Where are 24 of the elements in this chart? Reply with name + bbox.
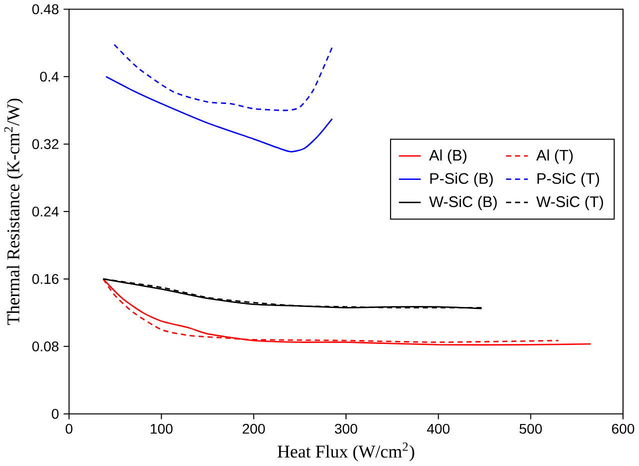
x-tick-label: 100 xyxy=(150,424,173,434)
y-tick-label: 0 xyxy=(52,409,59,420)
line-series xyxy=(105,76,333,153)
x-axis-title: Heat Flux (W/cm$^{2}$) xyxy=(278,442,414,462)
legend-label: Al (B) xyxy=(429,150,466,164)
legend-label: W-SiC (T) xyxy=(536,196,604,210)
y-tick-label: 0.32 xyxy=(32,139,58,150)
y-tick-label: 0.24 xyxy=(32,206,59,217)
legend-label: P-SiC (B) xyxy=(430,172,493,188)
legend-label: W-SiC (B) xyxy=(429,196,497,210)
x-tick-label: 500 xyxy=(520,424,542,434)
legend-label: P-SiC (T) xyxy=(537,172,600,188)
x-tick-label: 200 xyxy=(242,424,265,434)
x-tick-label: 300 xyxy=(334,424,358,434)
y-tick-label: 0.08 xyxy=(32,342,58,352)
y-tick-label: 0.16 xyxy=(32,274,58,284)
y-axis-title: Thermal Resistance (K-cm$^{2}$/W) xyxy=(4,98,24,326)
line-series xyxy=(114,44,333,112)
x-tick-label: 0 xyxy=(66,424,72,434)
legend-label: Al (T) xyxy=(536,150,573,164)
y-tick-label: 0.4 xyxy=(40,72,59,82)
x-tick-label: 400 xyxy=(426,424,450,434)
x-tick-label: 600 xyxy=(612,424,634,434)
y-tick-label: 0.48 xyxy=(32,4,58,14)
